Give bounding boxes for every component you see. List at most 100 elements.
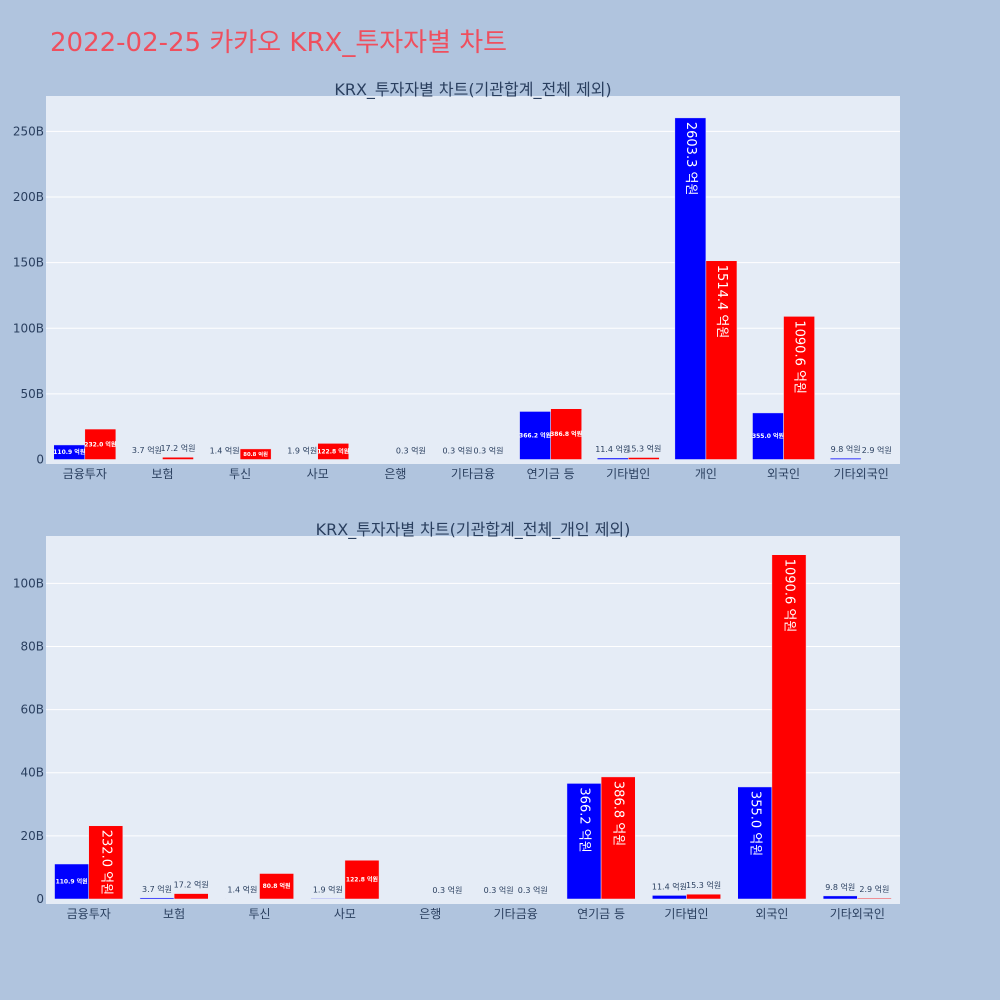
- x-tick-label: 보험: [163, 907, 185, 921]
- data-label: 1.4 억원: [210, 445, 240, 455]
- x-tick-label: 기타금융: [451, 467, 495, 481]
- bar-buy: [596, 457, 629, 460]
- plot-background: [46, 96, 900, 464]
- bar-sell: [239, 448, 272, 460]
- bar-buy: [441, 458, 474, 460]
- bar-buy: [566, 783, 602, 900]
- bar-buy: [208, 458, 241, 460]
- bar-sell: [395, 458, 427, 460]
- bar-buy: [652, 895, 687, 900]
- data-label: 355.0 억원: [747, 791, 762, 856]
- data-label: 386.8 억원: [550, 430, 582, 438]
- bar-sell: [430, 898, 465, 900]
- data-label: 11.4 억원: [595, 444, 630, 454]
- bar-sell: [550, 408, 582, 460]
- data-label: 1.9 억원: [313, 884, 343, 894]
- data-label: 0.3 억원: [396, 445, 426, 455]
- bar-sell: [600, 776, 636, 900]
- data-label: 122.8 억원: [346, 876, 378, 884]
- page-title: 2022-02-25 카카오 KRX_투자자별 차트: [50, 28, 508, 58]
- x-tick-label: 은행: [384, 466, 406, 481]
- x-tick-label: 기타외국인: [830, 907, 885, 921]
- x-tick-label: 외국인: [767, 467, 800, 481]
- bar-buy: [286, 458, 318, 460]
- bar-sell: [705, 260, 738, 460]
- data-label: 1090.6 억원: [792, 320, 807, 394]
- data-label: 1514.4 억원: [714, 265, 729, 339]
- data-label: 232.0 억원: [84, 440, 116, 448]
- data-label: 2.9 억원: [859, 884, 889, 894]
- data-label: 110.9 억원: [56, 877, 88, 885]
- data-label: 110.9 억원: [53, 448, 85, 456]
- data-label: 0.3 억원: [518, 885, 548, 895]
- bar-buy: [822, 895, 858, 900]
- bar-sell: [628, 457, 660, 460]
- x-tick-label: 외국인: [755, 907, 788, 921]
- data-label: 2.9 억원: [862, 445, 892, 455]
- bar-buy: [54, 863, 89, 900]
- chart-title: KRX_투자자별 차트(기관합계_전체_개인 제외): [316, 520, 631, 540]
- bar-sell: [515, 898, 551, 900]
- data-label: 9.8 억원: [825, 882, 855, 892]
- bar-sell: [162, 456, 194, 460]
- data-label: 15.3 억원: [686, 880, 721, 890]
- y-tick-label: 150B: [13, 256, 44, 270]
- data-label: 3.7 억원: [132, 445, 162, 455]
- bar-sell: [771, 554, 807, 900]
- bar-sell: [259, 873, 294, 900]
- y-tick-label: 0: [36, 453, 44, 467]
- x-tick-label: 금융투자: [63, 467, 107, 481]
- data-label: 1.4 억원: [227, 885, 257, 895]
- bar-sell: [344, 859, 380, 900]
- bar-sell: [84, 428, 117, 460]
- bar-sell: [173, 893, 209, 900]
- y-tick-label: 0: [36, 892, 44, 906]
- bar-sell: [860, 458, 893, 460]
- x-tick-label: 투신: [229, 467, 251, 481]
- x-tick-label: 연기금 등: [527, 467, 575, 481]
- data-label: 0.3 억원: [474, 445, 504, 455]
- data-label: 122.8 억원: [317, 447, 349, 455]
- chart-title: KRX_투자자별 차트(기관합계_전체 제외): [334, 80, 611, 100]
- x-tick-label: 연기금 등: [577, 907, 625, 921]
- x-tick-label: 기타법인: [664, 907, 708, 921]
- data-label: 355.0 억원: [752, 432, 784, 440]
- bar-buy: [131, 458, 163, 460]
- y-tick-label: 250B: [13, 124, 44, 138]
- x-tick-label: 기타법인: [606, 467, 650, 481]
- bar-sell: [472, 458, 505, 460]
- data-label: 80.8 억원: [263, 882, 291, 890]
- data-label: 2603.3 억원: [683, 122, 698, 196]
- chart-2: 0 20B 40B 60B 80B 100B KRX_투자자별 차트(기관합계_전체_개인 …: [13, 520, 900, 921]
- data-label: 0.3 억원: [442, 445, 472, 455]
- x-tick-label: 보험: [151, 467, 173, 481]
- y-tick-label: 100B: [13, 321, 44, 335]
- x-tick-label: 투신: [248, 907, 270, 921]
- y-tick-label: 20B: [20, 829, 44, 843]
- data-label: 80.8 억원: [243, 450, 268, 458]
- y-tick-label: 40B: [20, 766, 44, 780]
- x-tick-label: 사모: [307, 467, 329, 481]
- data-label: 17.2 억원: [160, 443, 195, 453]
- x-tick-label: 금융투자: [67, 907, 111, 921]
- bar-sell: [686, 893, 721, 900]
- data-label: 1090.6 억원: [781, 559, 796, 633]
- x-tick-label: 은행: [419, 906, 441, 921]
- data-label: 0.3 억원: [432, 885, 462, 895]
- data-label: 0.3 억원: [484, 885, 514, 895]
- bar-sell: [88, 825, 124, 900]
- data-label: 366.2 억원: [519, 431, 551, 439]
- chart-1: 0 50B 100B 150B 200B 250B KRX_투자자별 차트(기관합계_전체 …: [13, 80, 900, 481]
- bar-buy: [674, 117, 707, 460]
- bar-buy: [519, 411, 551, 460]
- data-label: 1.9 억원: [287, 445, 317, 455]
- data-label: 17.2 억원: [174, 880, 209, 890]
- bar-buy: [310, 898, 346, 900]
- bar-sell: [783, 316, 815, 460]
- data-label: 11.4 억원: [652, 881, 687, 891]
- data-label: 3.7 억원: [142, 884, 172, 894]
- bar-sell: [857, 897, 892, 900]
- bar-buy: [829, 457, 862, 460]
- data-label: 9.8 억원: [831, 444, 861, 454]
- x-tick-label: 사모: [334, 907, 356, 921]
